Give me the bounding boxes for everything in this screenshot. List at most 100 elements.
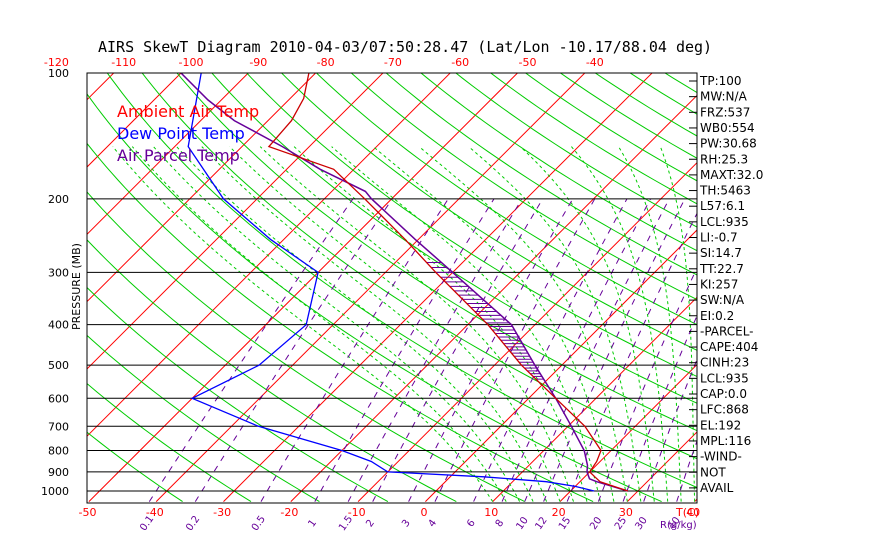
top-temp-tick-label: -110 (111, 56, 136, 69)
moist-adiabat-line (153, 146, 521, 502)
dry-adiabat-line (664, 73, 697, 94)
index-label: -PARCEL- (700, 324, 754, 338)
bottom-temp-tick-label: 0 (421, 506, 428, 519)
mixing-ratio-label: 2 (364, 518, 377, 530)
index-label: LFC:868 (700, 403, 749, 417)
index-label: CINH:23 (700, 356, 749, 370)
index-label: AVAIL (700, 481, 734, 495)
legend-label: Air Parcel Temp (117, 146, 240, 165)
dry-adiabat-line (420, 73, 697, 252)
sounding-curves (180, 73, 629, 492)
bottom-temp-tick-label: -10 (348, 506, 366, 519)
mixing-ratio-label: 6 (465, 518, 478, 530)
index-label: LCL:935 (700, 371, 749, 385)
mixing-ratio-label: 8 (494, 518, 507, 530)
mixing-ratio-line (501, 198, 652, 502)
mixing-ratio-label: 20 (588, 515, 604, 532)
dewpoint-line (187, 73, 595, 492)
isotherm-line (290, 94, 697, 502)
moist-adiabat-line (418, 146, 628, 502)
dry-adiabat-line (176, 73, 697, 432)
mixing-ratio-line (566, 212, 697, 502)
pressure-tick-label: 500 (48, 359, 69, 372)
dry-adiabat-line (455, 73, 697, 228)
index-label: KI:257 (700, 277, 738, 291)
index-label: CAPE:404 (700, 340, 758, 354)
top-temp-tick-label: -80 (317, 56, 335, 69)
dry-adiabat-line (246, 73, 697, 378)
top-temp-tick-label: -90 (249, 56, 267, 69)
dry-adiabat-line (87, 382, 252, 503)
mixing-ratio-line (372, 198, 544, 502)
mixing-ratio-line (676, 439, 697, 502)
pressure-tick-label: 900 (48, 466, 69, 479)
isotherm-line (87, 73, 317, 303)
chart-grid (0, 64, 870, 503)
dry-adiabat-line (350, 73, 697, 301)
pressure-tick-label: 700 (48, 420, 69, 433)
index-label: -WIND- (700, 450, 742, 464)
index-label: SI:14.7 (700, 246, 742, 260)
dry-adiabat-line (280, 73, 697, 351)
moist-adiabat-line (520, 146, 655, 502)
index-label: EI:0.2 (700, 309, 734, 323)
top-temp-tick-label: -60 (451, 56, 469, 69)
plot-frame (86, 72, 698, 504)
pressure-tick-label: 400 (48, 319, 69, 332)
moist-adiabat-line (571, 146, 669, 502)
moist-adiabat-line (176, 146, 534, 502)
index-label: MAXT:32.0 (700, 168, 763, 182)
dry-adiabat-line (385, 73, 697, 276)
mixing-ratio-line (524, 198, 670, 502)
top-temperature-ticks: -120 -110 -100 -90 -80 -70 -60 -50 -40 (44, 56, 604, 69)
dry-adiabat-line (315, 73, 697, 326)
mixing-ratio-line (622, 314, 697, 502)
mixing-ratio-line (643, 358, 697, 502)
mixing-ratio-line (148, 198, 354, 502)
isotherm-line (357, 161, 697, 502)
mixing-ratio-line (314, 198, 495, 502)
isotherm-line (87, 73, 115, 101)
legend-label: Ambient Air Temp (117, 102, 259, 121)
dry-adiabat-line (524, 73, 697, 182)
index-label: WB0:554 (700, 121, 755, 135)
top-temp-tick-label: -40 (586, 56, 604, 69)
isotherm-line (0, 64, 56, 502)
mixing-ratio-line (347, 198, 523, 502)
chart-legend: Ambient Air Temp Dew Point Temp Air Parcel… (117, 102, 259, 165)
moist-adiabat-line (468, 146, 642, 502)
mixing-ratio-line (408, 198, 574, 502)
index-label: SW:N/A (700, 293, 745, 307)
isobar-lines (87, 198, 697, 492)
isotherm-line (559, 363, 697, 502)
legend-label: Dew Point Temp (117, 124, 245, 143)
dry-adiabat-line (87, 191, 525, 503)
y-axis-label: PRESSURE (MB) (70, 243, 83, 330)
index-label: NOT (700, 465, 726, 479)
chart-title: AIRS SkewT Diagram 2010-04-03/07:50:28.4… (98, 38, 712, 56)
pressure-tick-label: 300 (48, 266, 69, 279)
dry-adiabat-line (106, 73, 697, 489)
isotherm-line (87, 73, 250, 236)
isotherm-line (87, 73, 451, 437)
dry-adiabat-line (87, 334, 320, 503)
pressure-tick-label: 200 (48, 193, 69, 206)
index-label: LCL:935 (700, 215, 749, 229)
isotherm-line (492, 296, 697, 502)
index-label: TH:5463 (699, 184, 751, 198)
top-temp-tick-label: -100 (179, 56, 204, 69)
mixing-ratio-label: 0.2 (184, 514, 202, 533)
moist-adiabat-line (659, 146, 696, 502)
index-label: EL:192 (700, 418, 741, 432)
index-label: TP:100 (699, 74, 742, 88)
top-temp-tick-label: -70 (384, 56, 402, 69)
isotherm-line (829, 64, 870, 502)
pressure-tick-labels: 100 200 300 400 500 600 700 800 900 1000 (41, 67, 69, 498)
mixing-ratio-label: 30 (633, 515, 649, 532)
bottom-temp-tick-label: -30 (213, 506, 231, 519)
mixing-ratio-label: 0.5 (250, 514, 268, 533)
isotherm-line (762, 64, 870, 502)
moist-adiabat-line (259, 146, 574, 502)
